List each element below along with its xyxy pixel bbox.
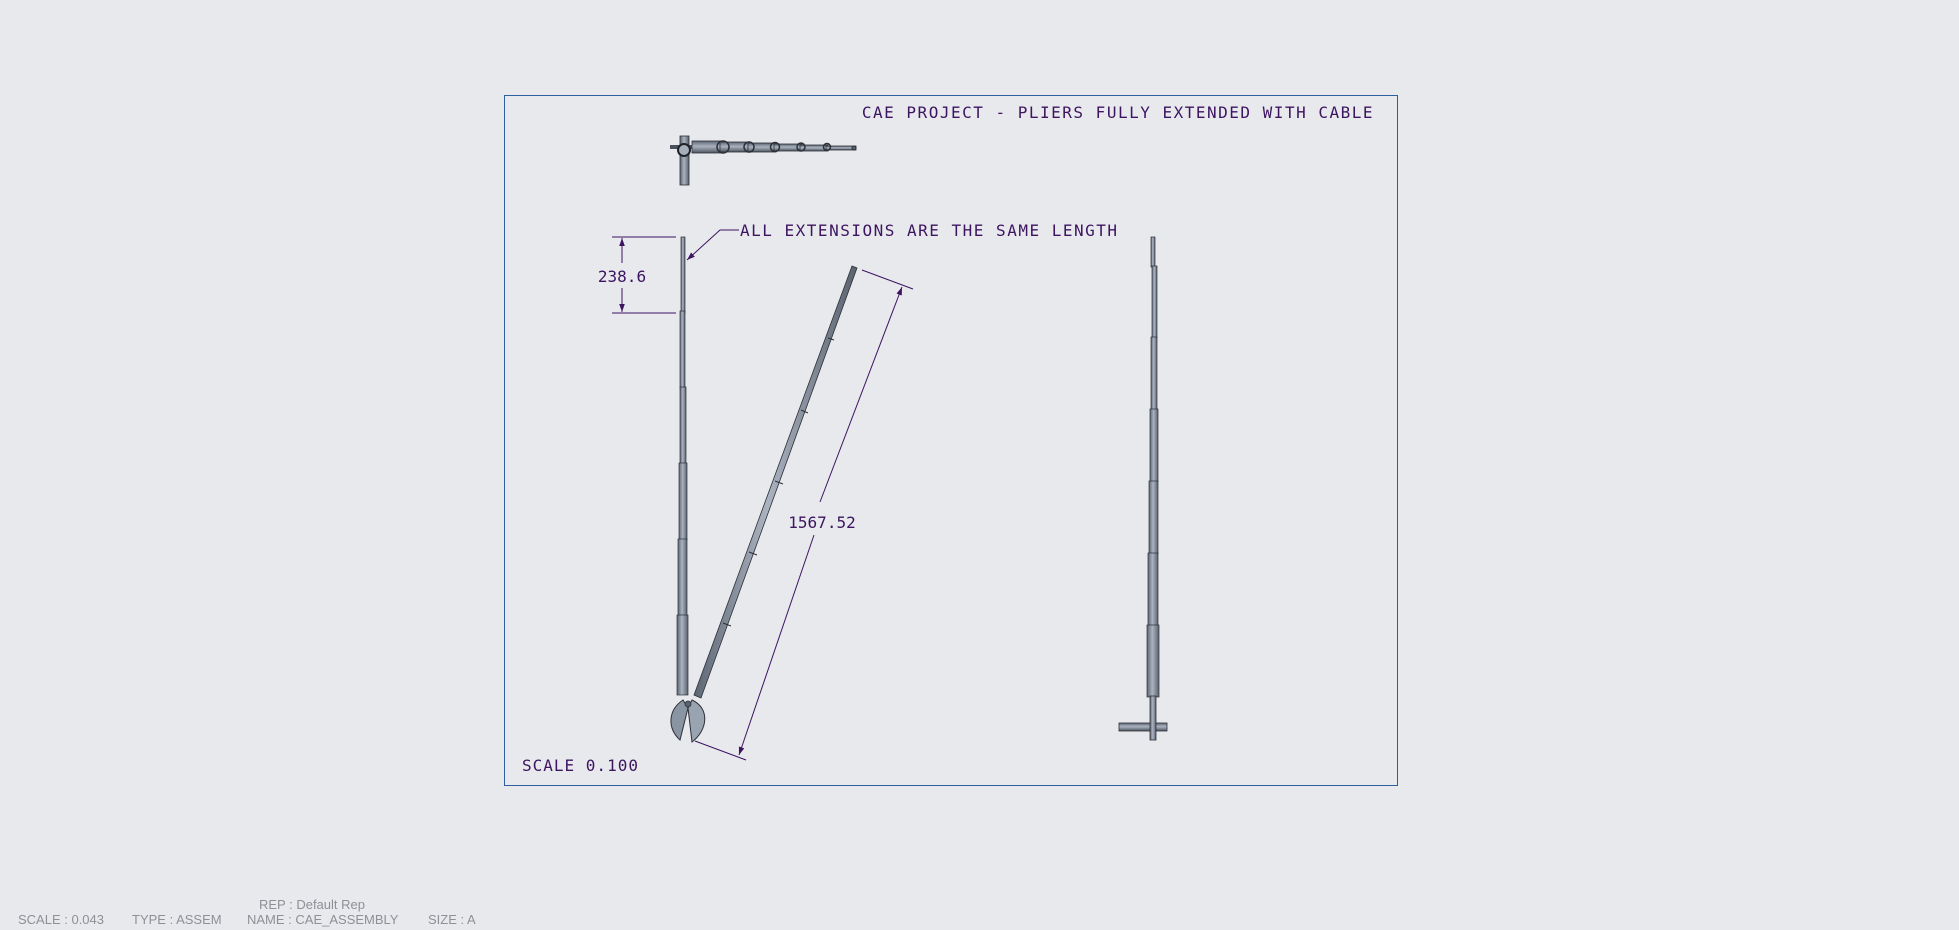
status-rep: REP : Default Rep (259, 897, 365, 912)
scale-label: SCALE 0.100 (522, 756, 639, 775)
note-text: ALL EXTENSIONS ARE THE SAME LENGTH (740, 221, 1119, 240)
dimension-overall-value: 1567.52 (788, 513, 855, 532)
status-size: SIZE : A (428, 912, 476, 927)
dimension-extension-length[interactable]: 238.6 (598, 236, 676, 314)
note-leader[interactable]: ALL EXTENSIONS ARE THE SAME LENGTH (686, 221, 1119, 261)
sheet-frame (504, 95, 1398, 786)
top-view (670, 135, 857, 186)
front-view (670, 236, 858, 743)
side-view (1118, 236, 1168, 741)
status-name: NAME : CAE_ASSEMBLY (247, 912, 399, 927)
status-type: TYPE : ASSEM (132, 912, 222, 927)
status-scale: SCALE : 0.043 (18, 912, 104, 927)
sheet-title: CAE PROJECT - PLIERS FULLY EXTENDED WITH… (862, 103, 1374, 122)
dimension-extension-value: 238.6 (598, 267, 646, 286)
dimension-overall-length[interactable]: 1567.52 (694, 269, 914, 761)
